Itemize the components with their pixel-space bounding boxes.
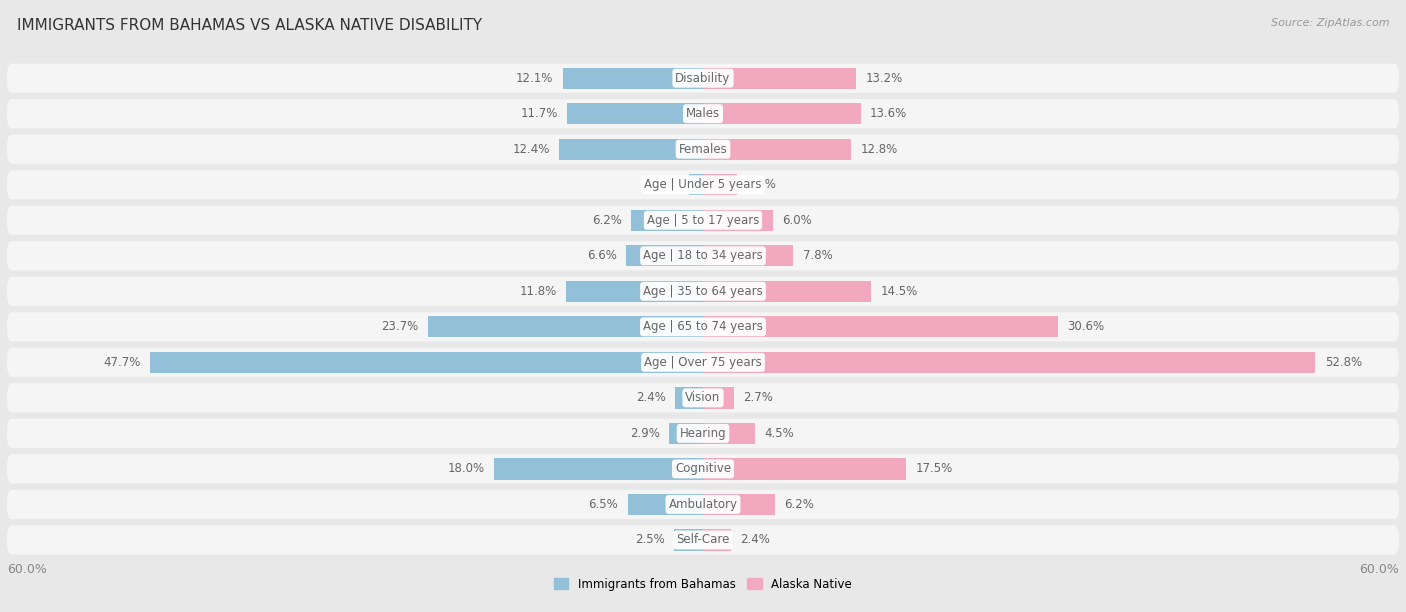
Text: 2.4%: 2.4% [740, 534, 770, 547]
Bar [703, 103, 860, 124]
Text: 11.8%: 11.8% [520, 285, 557, 298]
Bar [703, 423, 755, 444]
FancyBboxPatch shape [7, 64, 1399, 93]
Bar [703, 67, 856, 89]
FancyBboxPatch shape [7, 241, 1399, 271]
Bar [703, 352, 1316, 373]
Bar [495, 458, 703, 480]
Text: 12.1%: 12.1% [516, 72, 554, 84]
Bar [627, 245, 703, 266]
Bar [703, 174, 737, 195]
Text: 12.4%: 12.4% [513, 143, 550, 155]
Text: Age | 5 to 17 years: Age | 5 to 17 years [647, 214, 759, 227]
Bar [427, 316, 703, 337]
Text: 60.0%: 60.0% [7, 564, 46, 577]
FancyBboxPatch shape [7, 206, 1399, 235]
Text: 12.8%: 12.8% [860, 143, 898, 155]
Bar [560, 138, 703, 160]
Legend: Immigrants from Bahamas, Alaska Native: Immigrants from Bahamas, Alaska Native [550, 573, 856, 595]
Bar [567, 281, 703, 302]
Bar [149, 352, 703, 373]
Text: 2.9%: 2.9% [747, 178, 776, 191]
Text: 6.2%: 6.2% [785, 498, 814, 511]
Text: 2.7%: 2.7% [744, 391, 773, 405]
Text: Ambulatory: Ambulatory [668, 498, 738, 511]
FancyBboxPatch shape [7, 135, 1399, 164]
FancyBboxPatch shape [7, 348, 1399, 377]
Text: 47.7%: 47.7% [103, 356, 141, 369]
Text: 14.5%: 14.5% [880, 285, 918, 298]
FancyBboxPatch shape [7, 383, 1399, 412]
Text: Hearing: Hearing [679, 427, 727, 440]
Bar [567, 103, 703, 124]
Text: Source: ZipAtlas.com: Source: ZipAtlas.com [1271, 18, 1389, 28]
Text: Females: Females [679, 143, 727, 155]
Text: Age | 35 to 64 years: Age | 35 to 64 years [643, 285, 763, 298]
FancyBboxPatch shape [7, 312, 1399, 341]
Bar [673, 529, 703, 551]
Bar [703, 494, 775, 515]
Bar [703, 529, 731, 551]
Text: 52.8%: 52.8% [1324, 356, 1362, 369]
Text: 13.2%: 13.2% [866, 72, 903, 84]
Text: Age | Over 75 years: Age | Over 75 years [644, 356, 762, 369]
FancyBboxPatch shape [7, 99, 1399, 129]
Bar [631, 209, 703, 231]
Text: Cognitive: Cognitive [675, 463, 731, 476]
Text: 23.7%: 23.7% [381, 320, 419, 334]
Text: Age | 65 to 74 years: Age | 65 to 74 years [643, 320, 763, 334]
Text: IMMIGRANTS FROM BAHAMAS VS ALASKA NATIVE DISABILITY: IMMIGRANTS FROM BAHAMAS VS ALASKA NATIVE… [17, 18, 482, 34]
Bar [689, 174, 703, 195]
Bar [562, 67, 703, 89]
Bar [627, 494, 703, 515]
Text: Disability: Disability [675, 72, 731, 84]
Text: 2.9%: 2.9% [630, 427, 659, 440]
Text: 6.2%: 6.2% [592, 214, 621, 227]
Text: 4.5%: 4.5% [765, 427, 794, 440]
Text: 6.0%: 6.0% [782, 214, 811, 227]
Text: Self-Care: Self-Care [676, 534, 730, 547]
Text: 2.5%: 2.5% [636, 534, 665, 547]
Text: 6.6%: 6.6% [588, 249, 617, 263]
FancyBboxPatch shape [7, 454, 1399, 483]
Bar [703, 245, 793, 266]
Text: Age | 18 to 34 years: Age | 18 to 34 years [643, 249, 763, 263]
Text: Age | Under 5 years: Age | Under 5 years [644, 178, 762, 191]
FancyBboxPatch shape [7, 525, 1399, 554]
Bar [703, 281, 872, 302]
FancyBboxPatch shape [7, 419, 1399, 448]
Text: 6.5%: 6.5% [589, 498, 619, 511]
Text: Vision: Vision [685, 391, 721, 405]
Bar [703, 209, 773, 231]
Text: 13.6%: 13.6% [870, 107, 907, 120]
FancyBboxPatch shape [7, 490, 1399, 519]
Text: 30.6%: 30.6% [1067, 320, 1104, 334]
FancyBboxPatch shape [7, 170, 1399, 200]
FancyBboxPatch shape [7, 277, 1399, 306]
Text: Males: Males [686, 107, 720, 120]
Text: 2.4%: 2.4% [636, 391, 666, 405]
Text: 11.7%: 11.7% [520, 107, 558, 120]
Text: 60.0%: 60.0% [1360, 564, 1399, 577]
Bar [703, 387, 734, 409]
Bar [703, 138, 852, 160]
Bar [669, 423, 703, 444]
Text: 1.2%: 1.2% [650, 178, 681, 191]
Bar [675, 387, 703, 409]
Text: 18.0%: 18.0% [447, 463, 485, 476]
Bar [703, 316, 1057, 337]
Bar [703, 458, 905, 480]
Text: 7.8%: 7.8% [803, 249, 832, 263]
Text: 17.5%: 17.5% [915, 463, 952, 476]
